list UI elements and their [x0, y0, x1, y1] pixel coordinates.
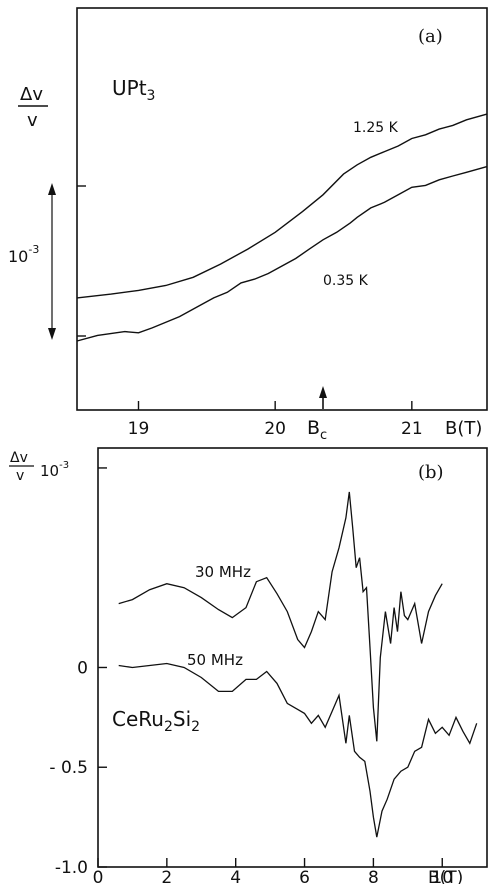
- panel-b-xtick-label: 10: [431, 868, 453, 884]
- panel-a-bc-marker: Bc: [307, 386, 327, 443]
- panel-b-series-label-1: 50 MHz: [187, 651, 243, 669]
- panel-a-xtick-label: 19: [128, 419, 150, 439]
- panel-b-label: (b): [418, 462, 444, 483]
- panel-a-bc-label: Bc: [307, 417, 327, 443]
- panel-b-series-label-0: 30 MHz: [195, 563, 251, 581]
- panel-a-xlabel: B(T): [445, 418, 482, 439]
- panel-b-sample-base: CeRu: [112, 707, 164, 731]
- panel-a-frame: [76, 7, 488, 411]
- panel-b-ytick-label: - 0.5: [49, 758, 88, 778]
- panel-b-sample-sub2: 2: [191, 719, 200, 735]
- panel-a-scale-base: 10: [8, 247, 28, 266]
- panel-a-series-0: [76, 113, 488, 299]
- panel-a-curves: 1.25 K 0.35 K: [76, 113, 488, 342]
- panel-a-scale-label: 10-3: [8, 243, 39, 266]
- panel-b-frame: [97, 447, 488, 868]
- panel-b-xtick-label: 0: [93, 868, 104, 884]
- panel-a-bc-sub: c: [320, 428, 327, 443]
- panel-b-sample-mid: Si: [173, 707, 191, 731]
- panel-b-unit-base: 10: [40, 462, 59, 480]
- panel-b: (b) Δv v 10-3 CeRu2Si2 0 2 4 6 8 100- 0.5-1.0…: [9, 447, 488, 884]
- panel-b-unit: 10-3: [40, 460, 69, 480]
- panel-b-axis-ticks: 0 2 4 6 8 10 0 - 0.5 -1.0: [49, 467, 453, 884]
- panel-b-sample-sub1: 2: [164, 719, 173, 735]
- panel-b-xtick-label: 6: [299, 868, 310, 884]
- panel-a-axis-ticks: 19 20 21: [77, 185, 423, 439]
- panel-a-xtick-label: 20: [264, 419, 286, 439]
- panel-b-sample: CeRu2Si2: [112, 707, 200, 735]
- panel-b-xtick-label: 4: [230, 868, 241, 884]
- panel-b-ytick-label: 0: [77, 658, 88, 678]
- panel-a: (a) UPt3 Δv v 10-3 19 20 21 1.25 K 0.35 K B…: [8, 7, 488, 443]
- panel-a-ylabel-num: Δv: [20, 84, 43, 105]
- panel-a-series-label-1: 0.35 K: [323, 273, 369, 289]
- panel-a-sample: UPt3: [112, 76, 155, 104]
- panel-b-ylabel-den: v: [16, 468, 24, 484]
- panel-b-xtick-label: 2: [161, 868, 172, 884]
- panel-a-sample-sub: 3: [147, 88, 156, 104]
- panel-a-scale-bar: [48, 183, 56, 340]
- panel-b-series-0: [118, 491, 443, 742]
- panel-b-ylabel-num: Δv: [10, 450, 28, 466]
- panel-a-label: (a): [418, 26, 443, 47]
- panel-a-series-1: [76, 165, 488, 342]
- panel-b-xtick-label: 8: [368, 868, 379, 884]
- panel-b-unit-exp: -3: [59, 460, 69, 471]
- panel-a-xtick-label: 21: [401, 419, 423, 439]
- panel-a-ylabel-den: v: [27, 110, 38, 131]
- panel-b-curves: 30 MHz 50 MHz: [118, 491, 478, 838]
- panel-a-bc-base: B: [307, 417, 320, 439]
- panel-a-sample-base: UPt: [112, 76, 147, 100]
- panel-b-xlabel: B(T): [428, 868, 463, 884]
- panel-b-series-1: [118, 662, 478, 838]
- panel-a-scale-exp: -3: [28, 243, 39, 256]
- panel-b-ytick-label: -1.0: [55, 858, 88, 878]
- panel-a-series-label-0: 1.25 K: [353, 120, 399, 136]
